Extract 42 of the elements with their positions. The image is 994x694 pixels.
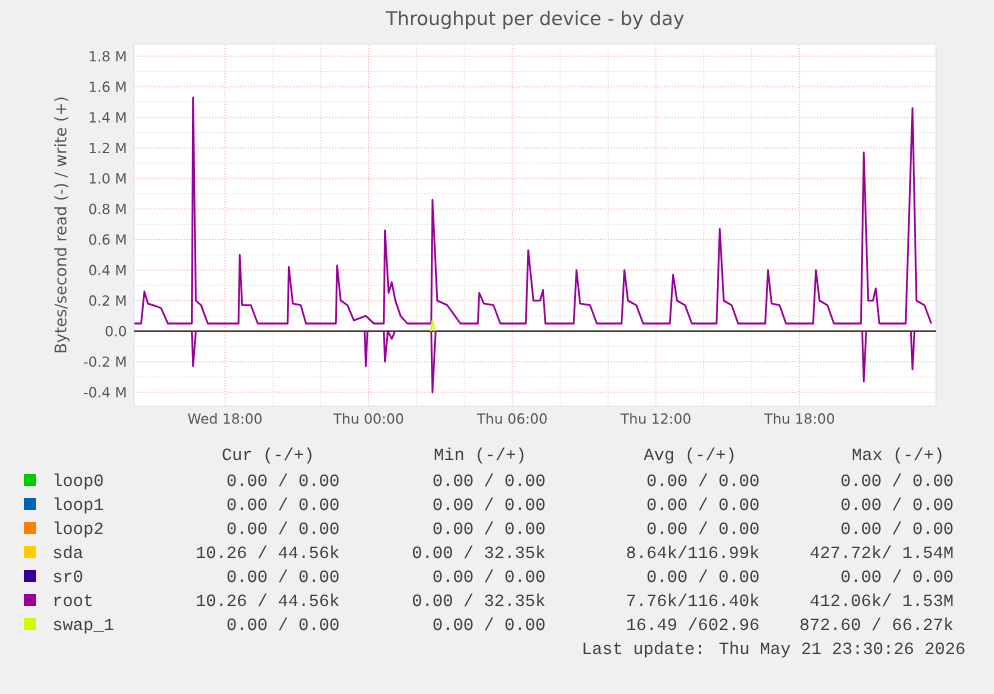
legend-label: loop0 bbox=[54, 473, 103, 490]
text: 16.49 /602.96 bbox=[627, 617, 759, 631]
text: 0.00 / 0.00 bbox=[227, 617, 339, 631]
legend-label: sr0 bbox=[53, 570, 83, 583]
text: 0.00 / 0.00 bbox=[647, 569, 759, 583]
legend-label: swap_1 bbox=[53, 618, 114, 634]
legend-label: sda bbox=[53, 545, 83, 559]
text: 0.00 / 0.00 bbox=[433, 521, 545, 535]
text: 0.00 / 0.00 bbox=[433, 617, 545, 631]
text: 0.00 / 0.00 bbox=[841, 569, 953, 583]
text: Cur (-/+) bbox=[222, 447, 312, 464]
line-series bbox=[134, 96, 933, 325]
text: 0.00 / 0.00 bbox=[841, 473, 953, 487]
text: 0.00 / 0.00 bbox=[647, 521, 759, 535]
text: 0.00 / 0.00 bbox=[227, 497, 339, 511]
text: 872.60 / 66.27k bbox=[800, 617, 953, 631]
text: 0.00 / 0.00 bbox=[227, 521, 339, 535]
text: Max (-/+) bbox=[852, 447, 942, 464]
text: Min (-/+) bbox=[434, 447, 524, 464]
text: 0.00 / 0.00 bbox=[647, 473, 759, 487]
legend-label: root bbox=[54, 594, 92, 607]
text: 0.00 / 0.00 bbox=[227, 473, 339, 487]
text: Last update: Thu May 21 23:30:26 2026 bbox=[583, 641, 965, 658]
text: 0.00 / 0.00 bbox=[433, 473, 545, 487]
legend-label: loop1 bbox=[54, 497, 103, 514]
text: 0.00 / 0.00 bbox=[433, 569, 545, 583]
text: 0.00 / 0.00 bbox=[647, 497, 759, 511]
text: 10.26 / 44.56k bbox=[196, 593, 339, 607]
text: 10.26 / 44.56k bbox=[196, 545, 339, 559]
text: 0.00 / 0.00 bbox=[841, 521, 953, 535]
text: 412.06k/ 1.53M bbox=[810, 593, 953, 607]
chart-title: Throughput per device - by day bbox=[385, 10, 684, 29]
text: 7.76k/116.40k bbox=[627, 593, 759, 607]
text: 0.00 / 32.35k bbox=[412, 593, 545, 607]
text: Avg (-/+) bbox=[643, 447, 734, 464]
text: 8.64k/116.99k bbox=[627, 545, 759, 559]
text: 427.72k/ 1.54M bbox=[810, 545, 953, 559]
text: 0.00 / 0.00 bbox=[433, 497, 545, 511]
text: 0.00 / 0.00 bbox=[227, 569, 339, 583]
text: 0.00 / 0.00 bbox=[841, 497, 953, 511]
legend-label: loop2 bbox=[54, 521, 103, 538]
text: 0.00 / 32.35k bbox=[412, 545, 545, 559]
